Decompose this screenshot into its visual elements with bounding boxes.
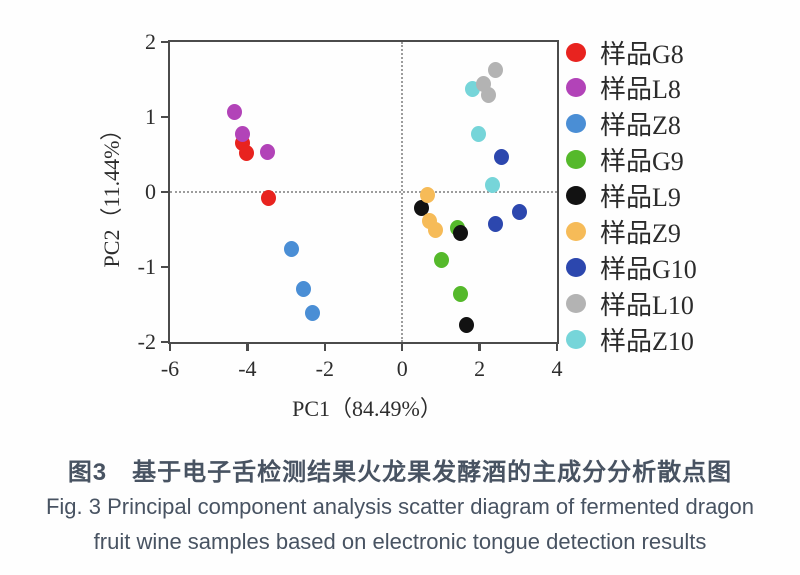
legend-label: 样品L8 — [600, 75, 681, 105]
data-point-样品Z8 — [305, 304, 321, 321]
y-tick-mark — [161, 190, 170, 194]
legend-label: 样品G9 — [600, 147, 684, 177]
legend-swatch-icon — [566, 78, 586, 98]
legend-label: 样品L9 — [600, 183, 681, 212]
legend-label: 样品L10 — [600, 290, 694, 320]
caption-chinese: 图3 基于电子舌检测结果火龙果发酵酒的主成分分析散点图 — [67, 459, 733, 486]
data-point-样品G10 — [511, 204, 527, 221]
zero-line-vertical — [401, 42, 404, 342]
legend-item-样品Z8: 样品Z8 — [566, 106, 681, 142]
data-point-样品L8 — [235, 126, 251, 143]
legend-swatch-icon — [566, 42, 586, 62]
legend-swatch-icon — [566, 257, 586, 277]
legend-label: 样品Z10 — [600, 326, 694, 356]
x-tick-mark — [323, 342, 327, 351]
legend-item-样品L8: 样品L8 — [566, 70, 681, 106]
x-tick-label: 0 — [396, 356, 408, 381]
data-point-样品L10 — [487, 61, 503, 78]
data-point-样品L9 — [452, 225, 468, 242]
legend-label: 样品G8 — [600, 39, 684, 69]
data-point-样品G10 — [487, 216, 503, 233]
legend-swatch-icon — [566, 293, 586, 313]
y-tick-mark — [161, 115, 170, 119]
data-point-样品Z8 — [296, 280, 312, 297]
data-point-样品L9 — [458, 316, 474, 333]
x-tick-mark — [168, 342, 172, 351]
data-point-样品G9 — [452, 286, 468, 302]
legend-swatch-icon — [566, 150, 586, 170]
legend-label: 样品Z9 — [600, 218, 681, 248]
legend-item-样品Z10: 样品Z10 — [566, 321, 694, 357]
legend-label: 样品G10 — [600, 254, 697, 284]
data-point-样品Z10 — [470, 126, 486, 143]
data-point-样品L9 — [413, 199, 429, 216]
data-point-样品Z10 — [484, 177, 500, 194]
legend-swatch-icon — [566, 221, 586, 241]
x-tick-label: 4 — [551, 356, 563, 381]
data-point-样品G10 — [493, 148, 509, 165]
data-point-样品L10 — [481, 87, 496, 104]
legend-swatch-icon — [566, 186, 586, 205]
x-tick-mark — [478, 342, 481, 351]
caption-english-line1: Fig. 3 Principal component analysis scat… — [45, 494, 755, 519]
legend-item-样品L9: 样品L9 — [566, 178, 681, 214]
y-tick-label: 1 — [145, 104, 156, 129]
x-tick-label: 2 — [474, 356, 486, 381]
legend-item-样品Z9: 样品Z9 — [566, 213, 681, 249]
legend-swatch-icon — [566, 329, 586, 349]
x-tick-label: -6 — [160, 356, 180, 381]
x-tick-mark — [555, 342, 559, 351]
y-tick-label: -1 — [137, 254, 156, 279]
data-point-样品G9 — [433, 252, 449, 269]
legend-label: 样品Z8 — [600, 111, 681, 141]
x-tick-label: -4 — [238, 356, 257, 381]
data-point-样品G8 — [239, 145, 255, 161]
y-tick-label: 2 — [145, 29, 156, 54]
y-tick-label: 0 — [145, 179, 156, 204]
y-tick-mark — [161, 340, 170, 344]
zero-line-horizontal — [170, 191, 557, 193]
x-axis-title: PC1（84.49%） — [292, 396, 442, 421]
data-point-样品Z9 — [427, 222, 443, 239]
data-point-样品L8 — [260, 144, 276, 161]
legend-item-样品L10: 样品L10 — [566, 285, 694, 321]
y-tick-mark — [161, 40, 170, 44]
legend-item-样品G10: 样品G10 — [566, 249, 697, 285]
data-point-样品Z9 — [419, 187, 435, 203]
data-point-样品Z8 — [284, 241, 300, 257]
y-tick-mark — [161, 265, 170, 269]
legend-item-样品G9: 样品G9 — [566, 142, 684, 178]
caption-english-line2: fruit wine samples based on electronic t… — [93, 529, 707, 554]
data-point-样品L8 — [227, 103, 243, 120]
legend-item-样品G8: 样品G8 — [566, 34, 684, 70]
legend-swatch-icon — [566, 114, 586, 134]
data-point-样品G8 — [261, 190, 277, 206]
y-tick-label: -2 — [137, 329, 156, 354]
x-tick-mark — [400, 342, 404, 351]
x-tick-mark — [246, 342, 249, 351]
x-tick-label: -2 — [315, 356, 334, 381]
y-axis-title: PC2（11.44%） — [99, 118, 124, 268]
